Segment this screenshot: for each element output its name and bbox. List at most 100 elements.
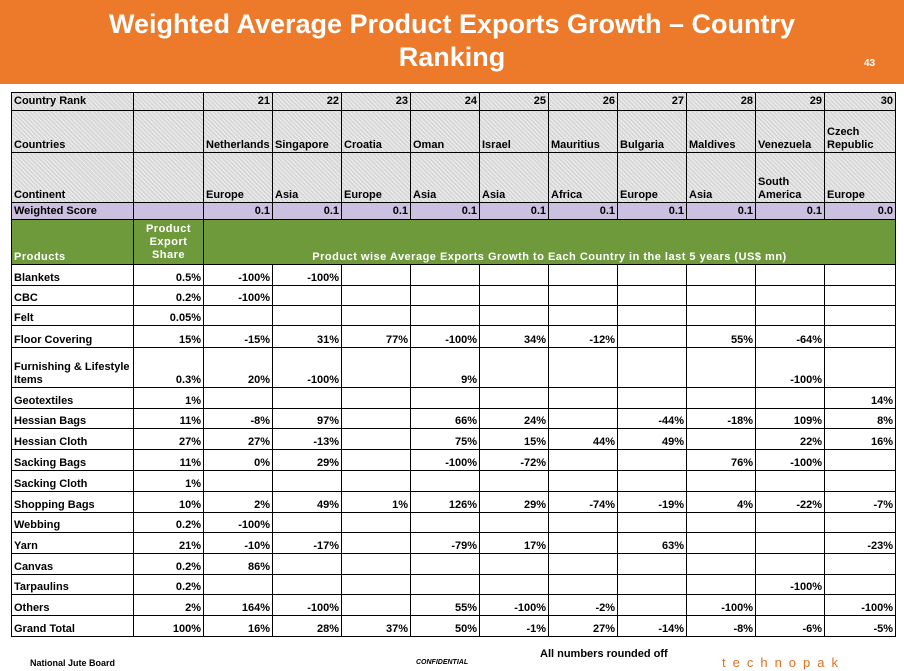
continent-cell: Europe <box>617 152 687 203</box>
growth-value: 29% <box>272 449 342 471</box>
product-name: Floor Covering <box>11 325 134 348</box>
rank-cell: 28 <box>686 92 756 111</box>
growth-value <box>341 594 411 616</box>
growth-value: -100% <box>755 574 825 595</box>
growth-value <box>824 285 896 306</box>
product-share: 0.2% <box>133 285 204 306</box>
growth-value <box>824 574 896 595</box>
growth-value <box>341 305 411 326</box>
growth-value <box>272 553 342 575</box>
growth-value <box>341 553 411 575</box>
continent-blank <box>133 152 204 203</box>
growth-value: -79% <box>410 532 480 554</box>
product-share: 10% <box>133 491 204 513</box>
growth-value <box>686 305 756 326</box>
growth-value: -8% <box>203 408 273 429</box>
product-row: Shopping Bags 10% 2% 49% 1% 126% 29% -74% -19% 4%… <box>11 491 896 513</box>
rank-cell: 29 <box>755 92 825 111</box>
growth-value: -7% <box>824 491 896 513</box>
continent-cell: Asia <box>686 152 756 203</box>
growth-value <box>824 553 896 575</box>
rank-row: Country Rank 21 22 23 24 25 26 27 28 29 30 <box>11 92 896 111</box>
continent-cell: Africa <box>548 152 618 203</box>
growth-value <box>824 449 896 471</box>
growth-value: -100% <box>272 264 342 286</box>
rank-cell: 26 <box>548 92 618 111</box>
country-cell: Czech Republic <box>824 110 896 153</box>
growth-value <box>410 264 480 286</box>
growth-value <box>272 305 342 326</box>
growth-value <box>686 553 756 575</box>
page-number: 43 <box>864 58 876 69</box>
continent-cell: South America <box>755 152 825 203</box>
growth-value: -44% <box>617 408 687 429</box>
growth-value <box>617 325 687 348</box>
growth-value <box>755 553 825 575</box>
footer-confidential: CONFIDENTIAL <box>416 659 469 666</box>
continent-label: Continent <box>11 152 134 203</box>
growth-value <box>686 512 756 533</box>
growth-value <box>548 574 618 595</box>
growth-value <box>203 305 273 326</box>
growth-value <box>341 532 411 554</box>
growth-value: -13% <box>272 428 342 450</box>
growth-value: 50% <box>410 615 480 637</box>
growth-value: -14% <box>617 615 687 637</box>
growth-value: -5% <box>824 615 896 637</box>
growth-value <box>755 285 825 306</box>
growth-value <box>410 512 480 533</box>
product-share: 100% <box>133 615 204 637</box>
growth-value <box>686 470 756 492</box>
growth-value <box>341 470 411 492</box>
growth-value: 22% <box>755 428 825 450</box>
growth-value: 49% <box>617 428 687 450</box>
growth-value: -2% <box>548 594 618 616</box>
growth-value <box>755 594 825 616</box>
product-name: CBC <box>11 285 134 306</box>
growth-value <box>824 347 896 388</box>
growth-value: 20% <box>203 347 273 388</box>
weighted-score-cell: 0.1 <box>272 202 342 220</box>
country-cell: Oman <box>410 110 480 153</box>
growth-value: -100% <box>824 594 896 616</box>
growth-value: 17% <box>479 532 549 554</box>
growth-value <box>479 305 549 326</box>
growth-value: 44% <box>548 428 618 450</box>
growth-value: -1% <box>479 615 549 637</box>
product-row: Tarpaulins 0.2% -100% <box>11 574 896 595</box>
growth-value <box>617 512 687 533</box>
growth-value <box>272 387 342 409</box>
growth-value: 24% <box>479 408 549 429</box>
growth-value <box>824 264 896 286</box>
growth-value: -10% <box>203 532 273 554</box>
product-export-share-header: Product Export Share <box>133 219 204 265</box>
product-share: 0.05% <box>133 305 204 326</box>
product-share: 11% <box>133 408 204 429</box>
growth-value <box>548 347 618 388</box>
growth-value <box>617 264 687 286</box>
growth-value <box>548 387 618 409</box>
product-row: Floor Covering 15% -15% 31% 77% -100% 34% -12% 5… <box>11 325 896 348</box>
weighted-score-cell: 0.1 <box>755 202 825 220</box>
product-name: Shopping Bags <box>11 491 134 513</box>
growth-value <box>617 449 687 471</box>
growth-value: 27% <box>548 615 618 637</box>
growth-value: -100% <box>272 347 342 388</box>
product-row: Sacking Cloth 1% <box>11 470 896 492</box>
growth-value <box>548 285 618 306</box>
growth-value: -64% <box>755 325 825 348</box>
product-name: Hessian Cloth <box>11 428 134 450</box>
growth-value <box>686 264 756 286</box>
product-row: Yarn 21% -10% -17% -79% 17% 63% -23% <box>11 532 896 554</box>
growth-value: 63% <box>617 532 687 554</box>
growth-value: 49% <box>272 491 342 513</box>
growth-value <box>479 574 549 595</box>
growth-value <box>617 594 687 616</box>
growth-value: 16% <box>824 428 896 450</box>
growth-value: -17% <box>272 532 342 554</box>
continent-cell: Asia <box>272 152 342 203</box>
product-name: Furnishing & Lifestyle Items <box>11 347 134 388</box>
growth-value: -72% <box>479 449 549 471</box>
growth-value: 16% <box>203 615 273 637</box>
country-cell: Singapore <box>272 110 342 153</box>
